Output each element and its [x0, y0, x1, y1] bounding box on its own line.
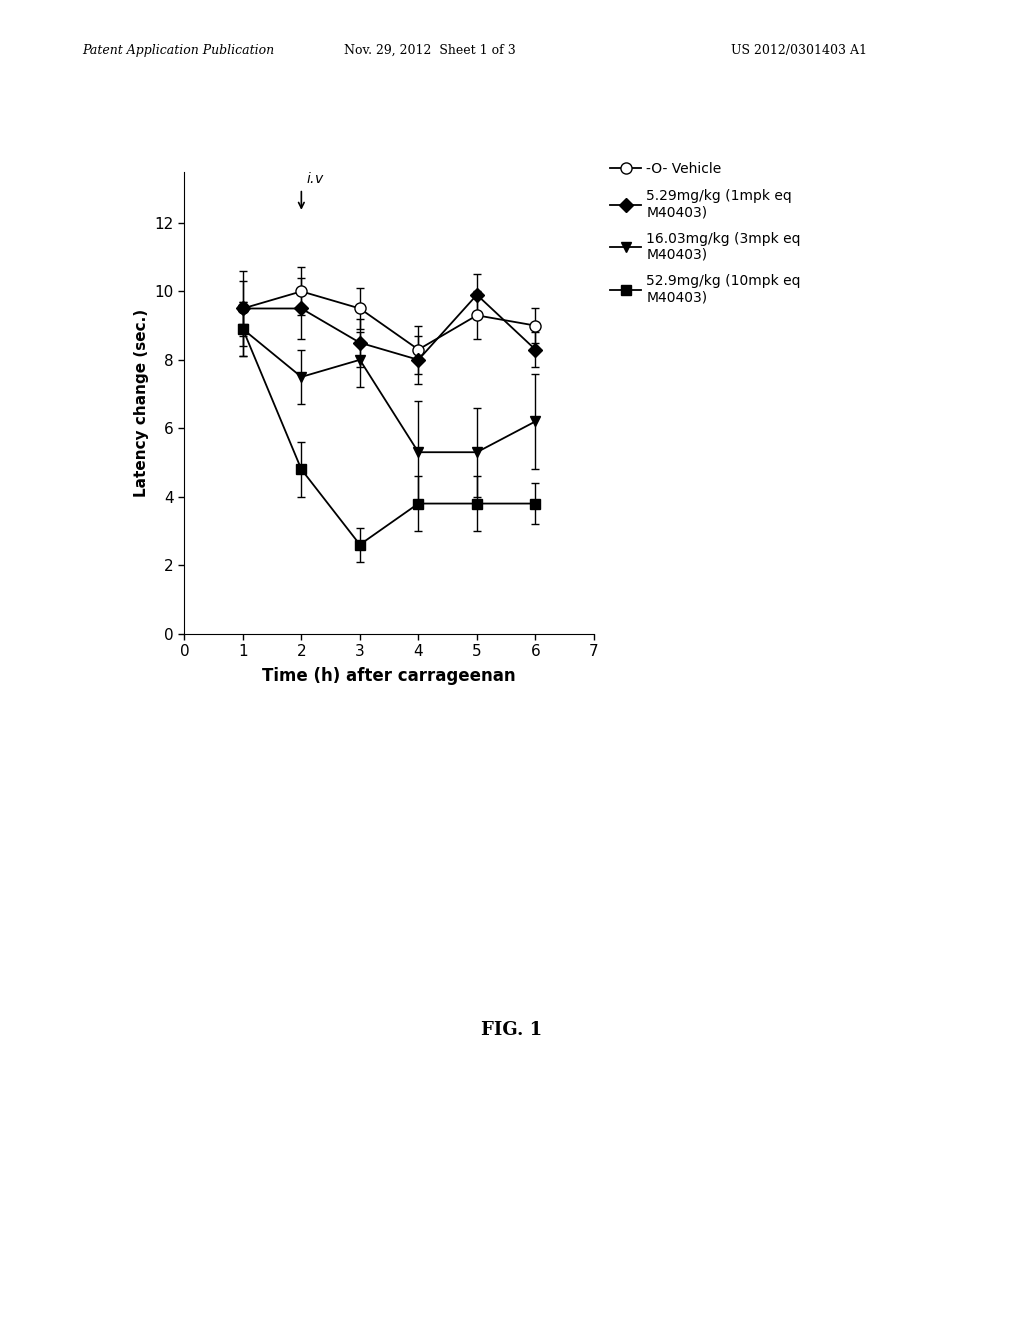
Text: FIG. 1: FIG. 1 — [481, 1020, 543, 1039]
Text: US 2012/0301403 A1: US 2012/0301403 A1 — [731, 44, 866, 57]
Text: Patent Application Publication: Patent Application Publication — [82, 44, 274, 57]
X-axis label: Time (h) after carrageenan: Time (h) after carrageenan — [262, 668, 516, 685]
Legend: -O- Vehicle, 5.29mg/kg (1mpk eq
M40403), 16.03mg/kg (3mpk eq
M40403), 52.9mg/kg : -O- Vehicle, 5.29mg/kg (1mpk eq M40403),… — [610, 162, 801, 305]
Y-axis label: Latency change (sec.): Latency change (sec.) — [134, 309, 150, 496]
Text: Nov. 29, 2012  Sheet 1 of 3: Nov. 29, 2012 Sheet 1 of 3 — [344, 44, 516, 57]
Text: $i$.$v$: $i$.$v$ — [306, 172, 325, 186]
